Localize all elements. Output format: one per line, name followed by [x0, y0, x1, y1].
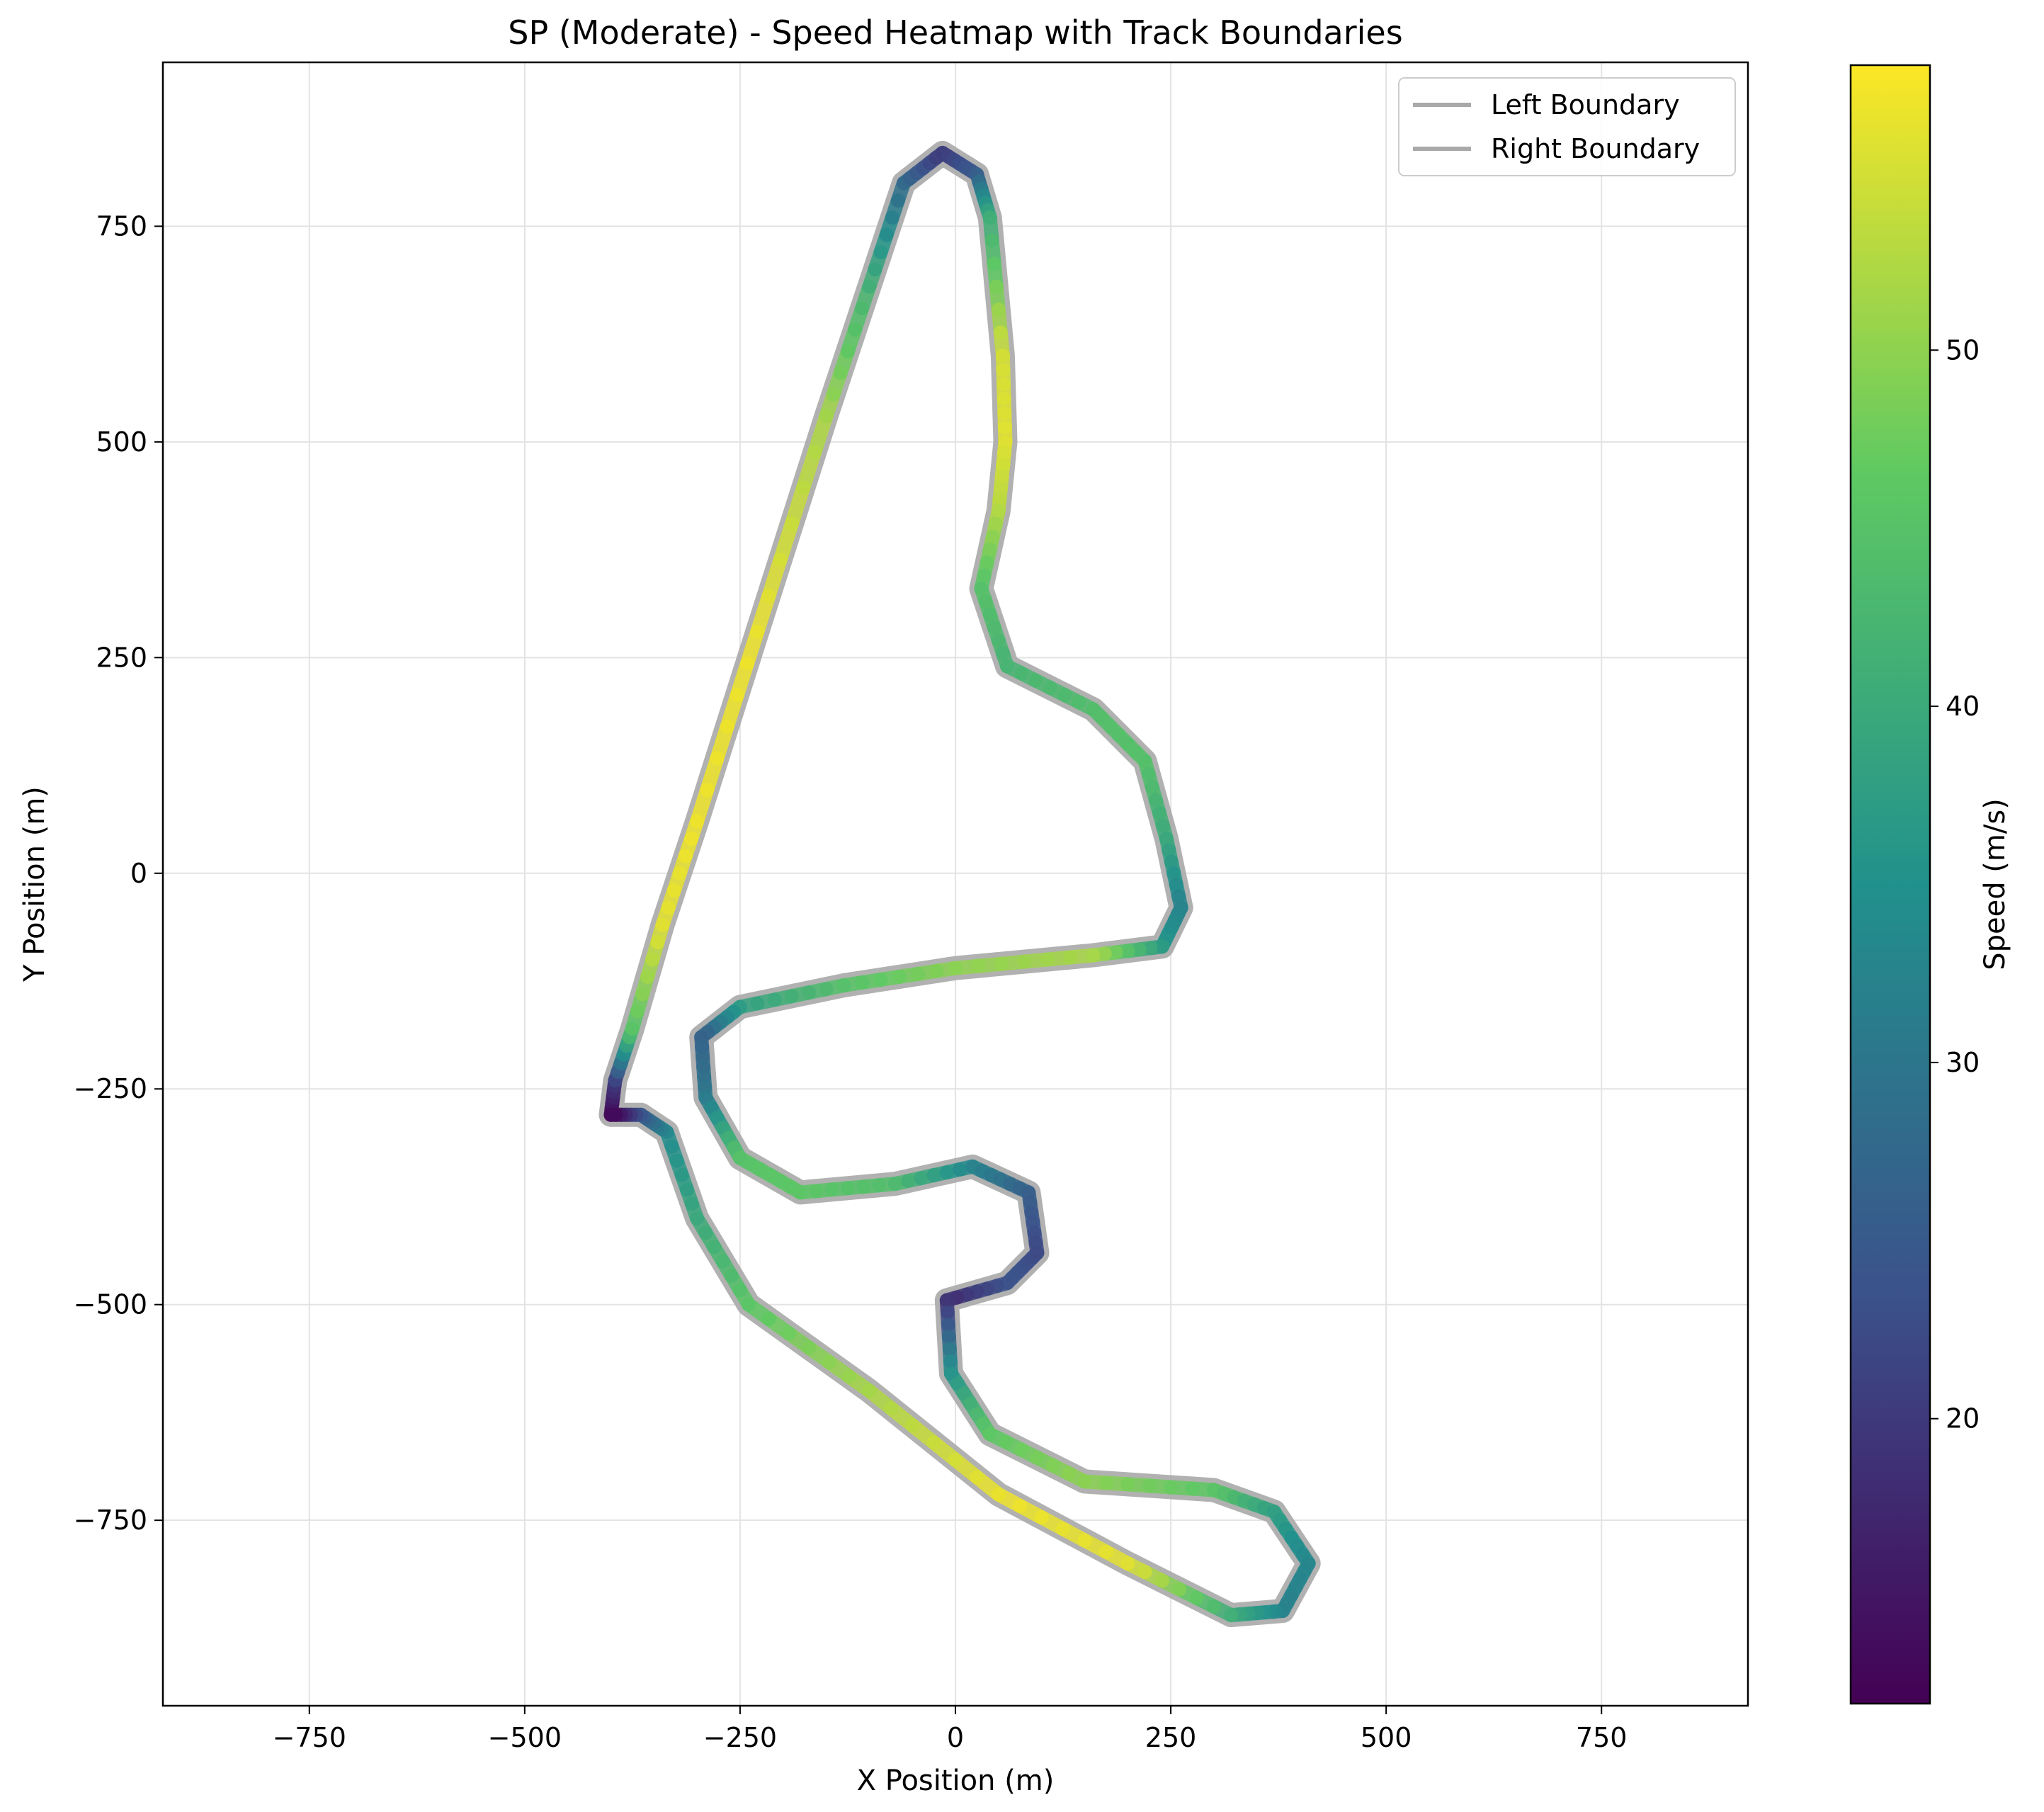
y-tick-label: −750 — [74, 1505, 147, 1536]
y-axis-ticks: −750 −500 −250 0 250 500 750 — [74, 210, 163, 1536]
colorbar-tick-label: 50 — [1946, 334, 1980, 366]
y-axis-label: Y Position (m) — [18, 786, 51, 983]
y-tick-label: 250 — [96, 642, 147, 673]
colorbar-tick-label: 30 — [1946, 1047, 1980, 1078]
legend-left-boundary-label: Left Boundary — [1491, 89, 1680, 120]
x-axis-label: X Position (m) — [857, 1765, 1055, 1797]
colorbar-ticks: 20 30 40 50 — [1930, 334, 1980, 1434]
y-tick-label: −500 — [74, 1289, 147, 1320]
y-tick-label: 500 — [96, 426, 147, 458]
legend-right-boundary-label: Right Boundary — [1491, 133, 1700, 164]
colorbar-label: Speed (m/s) — [1979, 798, 2011, 970]
colorbar-gradient — [1849, 64, 1931, 1705]
x-tick-label: 250 — [1145, 1722, 1197, 1753]
legend-box — [1398, 77, 1736, 176]
x-tick-label: 0 — [947, 1722, 964, 1753]
x-tick-label: −250 — [703, 1722, 777, 1753]
chart-title: SP (Moderate) - Speed Heatmap with Track… — [508, 13, 1402, 52]
x-tick-label: −500 — [488, 1722, 562, 1753]
colorbar: 20 30 40 50 Speed (m/s) — [1849, 64, 2011, 1705]
y-tick-label: 0 — [130, 858, 147, 889]
x-tick-label: 750 — [1576, 1722, 1628, 1753]
legend: Left Boundary Right Boundary — [1398, 77, 1736, 176]
racing-line — [603, 145, 1316, 1623]
x-tick-label: 500 — [1361, 1722, 1412, 1753]
colorbar-tick-label: 20 — [1946, 1403, 1980, 1434]
y-tick-label: 750 — [96, 210, 147, 242]
y-tick-label: −250 — [74, 1073, 147, 1104]
x-tick-label: −750 — [273, 1722, 346, 1753]
x-axis-ticks: −750 −500 −250 0 250 500 750 — [273, 1706, 1628, 1753]
colorbar-tick-label: 40 — [1946, 691, 1980, 722]
